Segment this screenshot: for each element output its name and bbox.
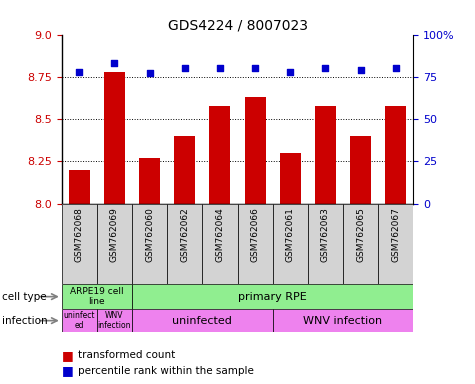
Text: percentile rank within the sample: percentile rank within the sample [78,366,254,376]
Point [286,69,294,75]
Point [251,65,259,71]
Bar [202,204,238,284]
Text: infection: infection [2,316,48,326]
Bar [132,204,167,284]
Text: ARPE19 cell
line: ARPE19 cell line [70,287,124,306]
Bar [132,284,413,309]
Bar [238,204,273,284]
Bar [343,204,378,284]
Text: GSM762064: GSM762064 [216,208,224,262]
Text: GSM762067: GSM762067 [391,208,400,262]
Text: GSM762060: GSM762060 [145,208,154,262]
Point [111,60,118,66]
Text: ■: ■ [62,364,74,377]
Bar [69,170,90,204]
Bar [385,106,406,204]
Text: ■: ■ [62,349,74,362]
Bar [350,136,371,204]
Point [76,69,83,75]
Point [216,65,224,71]
Text: transformed count: transformed count [78,350,176,360]
Bar [273,204,308,284]
Bar [315,106,336,204]
Text: GSM762063: GSM762063 [321,208,330,262]
Bar [273,309,413,332]
Bar [62,284,132,309]
Bar [104,72,125,204]
Bar [167,204,202,284]
Text: GSM762066: GSM762066 [251,208,259,262]
Bar [308,204,343,284]
Text: GSM762062: GSM762062 [180,208,189,262]
Text: GSM762068: GSM762068 [75,208,84,262]
Text: cell type: cell type [2,291,47,302]
Text: primary RPE: primary RPE [238,291,307,302]
Point [392,65,399,71]
Bar [245,97,266,204]
Title: GDS4224 / 8007023: GDS4224 / 8007023 [168,18,307,32]
Text: GSM762069: GSM762069 [110,208,119,262]
Bar [174,136,195,204]
Point [146,70,153,76]
Bar [62,204,97,284]
Point [181,65,189,71]
Text: WNV
infection: WNV infection [98,311,131,330]
Bar [280,153,301,204]
Bar [378,204,413,284]
Point [322,65,329,71]
Bar [62,309,97,332]
Bar [97,204,132,284]
Text: WNV infection: WNV infection [304,316,382,326]
Bar [97,309,132,332]
Text: GSM762065: GSM762065 [356,208,365,262]
Text: GSM762061: GSM762061 [286,208,294,262]
Text: uninfected: uninfected [172,316,232,326]
Bar [132,309,273,332]
Bar [209,106,230,204]
Bar [139,158,160,204]
Text: uninfect
ed: uninfect ed [64,311,95,330]
Point [357,67,364,73]
